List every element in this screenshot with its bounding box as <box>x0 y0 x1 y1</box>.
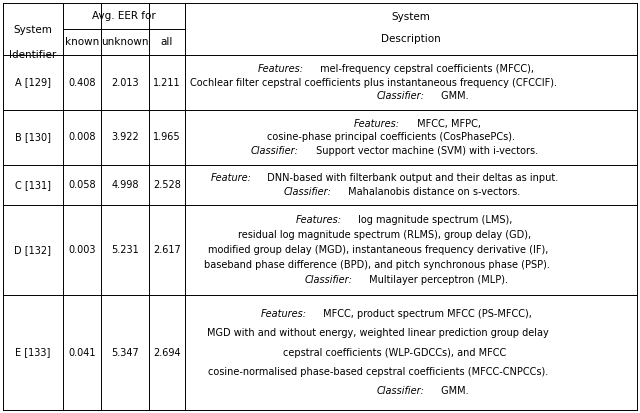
Text: Feature:: Feature: <box>211 173 252 183</box>
Text: Identifier: Identifier <box>10 50 56 60</box>
Text: 0.408: 0.408 <box>68 78 96 88</box>
Text: C [131]: C [131] <box>15 180 51 190</box>
Text: 1.211: 1.211 <box>153 78 181 88</box>
Text: known: known <box>65 37 99 47</box>
Text: 2.694: 2.694 <box>153 347 181 358</box>
Text: 0.058: 0.058 <box>68 180 96 190</box>
Text: Classifier:: Classifier: <box>305 275 353 285</box>
Text: 2.013: 2.013 <box>111 78 139 88</box>
Text: all: all <box>161 37 173 47</box>
Text: 3.922: 3.922 <box>111 133 139 142</box>
Text: 4.998: 4.998 <box>111 180 139 190</box>
Text: log magnitude spectrum (LMS),: log magnitude spectrum (LMS), <box>355 215 513 225</box>
Text: Features:: Features: <box>260 309 307 319</box>
Text: MGD with and without energy, weighted linear prediction group delay: MGD with and without energy, weighted li… <box>207 328 548 338</box>
Text: mel-frequency cepstral coefficients (MFCC),: mel-frequency cepstral coefficients (MFC… <box>317 64 534 74</box>
Text: GMM.: GMM. <box>438 91 469 101</box>
Text: D [132]: D [132] <box>15 245 51 255</box>
Text: 5.231: 5.231 <box>111 245 139 255</box>
Text: E [133]: E [133] <box>15 347 51 358</box>
Text: Multilayer perceptron (MLP).: Multilayer perceptron (MLP). <box>366 275 508 285</box>
Text: 0.008: 0.008 <box>68 133 96 142</box>
Text: Classifier:: Classifier: <box>376 91 424 101</box>
Text: Features:: Features: <box>257 64 303 74</box>
Text: MFCC, MFPC,: MFCC, MFPC, <box>413 119 481 129</box>
Text: 1.965: 1.965 <box>153 133 181 142</box>
Text: Classifier:: Classifier: <box>376 386 424 396</box>
Text: residual log magnitude spectrum (RLMS), group delay (GD),: residual log magnitude spectrum (RLMS), … <box>238 230 531 240</box>
Text: 0.003: 0.003 <box>68 245 96 255</box>
Text: 5.347: 5.347 <box>111 347 139 358</box>
Text: 2.528: 2.528 <box>153 180 181 190</box>
Text: Features:: Features: <box>354 119 400 129</box>
Text: cosine-phase principal coefficients (CosPhasePCs).: cosine-phase principal coefficients (Cos… <box>267 133 515 142</box>
Text: baseband phase difference (BPD), and pitch synchronous phase (PSP).: baseband phase difference (BPD), and pit… <box>204 260 550 270</box>
Text: Classifier:: Classifier: <box>283 187 331 197</box>
Text: DNN-based with filterbank output and their deltas as input.: DNN-based with filterbank output and the… <box>264 173 558 183</box>
Text: Avg. EER for: Avg. EER for <box>92 11 156 21</box>
Text: Support vector machine (SVM) with i-vectors.: Support vector machine (SVM) with i-vect… <box>313 146 538 156</box>
Text: cosine-normalised phase-based cepstral coefficients (MFCC-CNPCCs).: cosine-normalised phase-based cepstral c… <box>207 367 548 377</box>
Text: cepstral coefficients (WLP-GDCCs), and MFCC: cepstral coefficients (WLP-GDCCs), and M… <box>283 347 506 358</box>
Text: System: System <box>392 12 431 22</box>
Text: 2.617: 2.617 <box>153 245 181 255</box>
Text: A [129]: A [129] <box>15 78 51 88</box>
Text: GMM.: GMM. <box>438 386 469 396</box>
Text: Description: Description <box>381 34 441 44</box>
Text: System: System <box>13 25 52 35</box>
Text: Classifier:: Classifier: <box>251 146 299 156</box>
Text: unknown: unknown <box>101 37 148 47</box>
Text: Mahalanobis distance on s-vectors.: Mahalanobis distance on s-vectors. <box>345 187 520 197</box>
Text: Cochlear filter cepstral coefficients plus instantaneous frequency (CFCCIF).: Cochlear filter cepstral coefficients pl… <box>190 78 557 88</box>
Text: 0.041: 0.041 <box>68 347 96 358</box>
Text: modified group delay (MGD), instantaneous frequency derivative (IF),: modified group delay (MGD), instantaneou… <box>207 245 548 255</box>
Text: B [130]: B [130] <box>15 133 51 142</box>
Text: Features:: Features: <box>296 215 342 225</box>
Text: MFCC, product spectrum MFCC (PS-MFCC),: MFCC, product spectrum MFCC (PS-MFCC), <box>320 309 532 319</box>
